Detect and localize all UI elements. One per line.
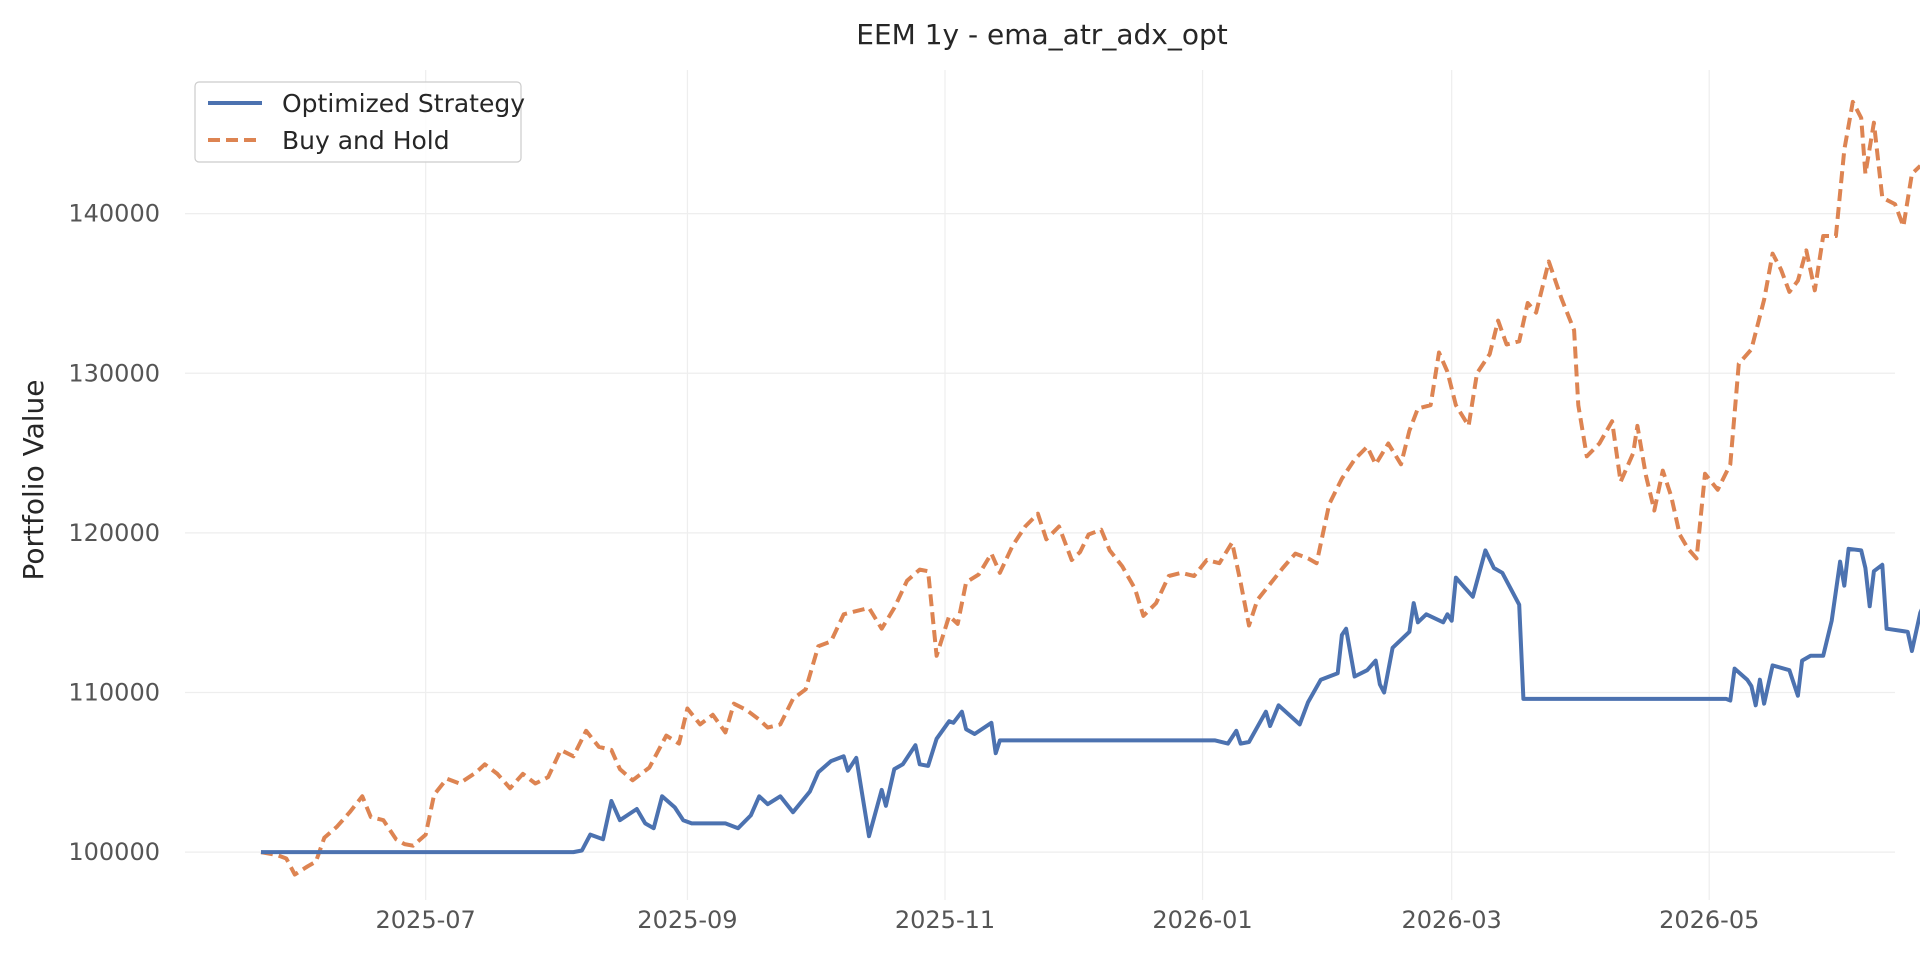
y-tick-label: 140000 [68,200,160,228]
grid-lines [185,70,1895,900]
series-line-buy-and-hold [260,99,1920,877]
legend-frame [194,81,522,163]
x-tick-label: 2025-09 [637,906,737,934]
chart-title: EEM 1y - ema_atr_adx_opt [856,18,1227,51]
legend-label-buy-and-hold: Buy and Hold [282,126,450,155]
y-tick-label: 120000 [68,519,160,547]
legend-label-optimized-strategy: Optimized Strategy [282,89,525,118]
x-tick-label: 2026-03 [1402,906,1502,934]
x-tick-label: 2026-01 [1152,906,1252,934]
legend: Optimized Strategy Buy and Hold [194,81,525,163]
series-line-optimized-strategy [261,546,1920,855]
y-axis-label: Portfolio Value [17,380,50,581]
x-tick-label: 2025-07 [376,906,476,934]
y-tick-label: 100000 [68,838,160,866]
x-tick-label: 2026-05 [1659,906,1759,934]
y-tick-label: 110000 [68,679,160,707]
x-tick-label: 2025-11 [895,906,995,934]
series-lines [260,99,1920,877]
axis-ticks: 2025-07 2025-09 2025-11 2026-01 2026-03 2026-… [68,200,1759,934]
y-tick-label: 130000 [68,359,160,387]
